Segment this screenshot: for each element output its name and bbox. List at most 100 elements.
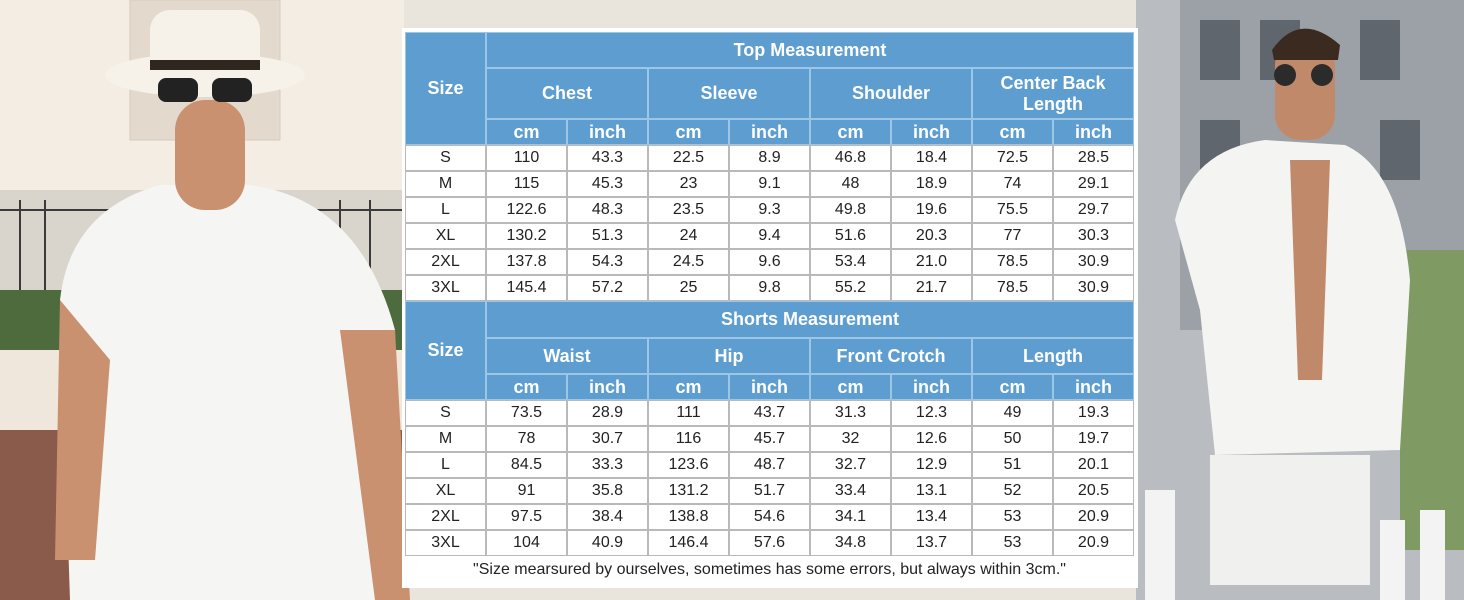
value-cell: 50	[972, 426, 1053, 452]
value-cell: 23.5	[648, 197, 729, 223]
value-cell: 45.7	[729, 426, 810, 452]
value-cell: 122.6	[486, 197, 567, 223]
value-cell: 24.5	[648, 249, 729, 275]
value-cell: 43.7	[729, 400, 810, 426]
column-header: Front Crotch	[810, 338, 972, 374]
value-cell: 131.2	[648, 478, 729, 504]
size-cell: 3XL	[405, 275, 486, 301]
value-cell: 138.8	[648, 504, 729, 530]
value-cell: 54.3	[567, 249, 648, 275]
value-cell: 51.7	[729, 478, 810, 504]
value-cell: 52	[972, 478, 1053, 504]
value-cell: 48.7	[729, 452, 810, 478]
value-cell: 145.4	[486, 275, 567, 301]
value-cell: 84.5	[486, 452, 567, 478]
unit-header: cm	[648, 119, 729, 145]
size-cell: S	[405, 145, 486, 171]
value-cell: 34.8	[810, 530, 891, 556]
size-cell: L	[405, 452, 486, 478]
unit-header: inch	[891, 119, 972, 145]
unit-header: cm	[810, 374, 891, 400]
value-cell: 19.7	[1053, 426, 1134, 452]
value-cell: 45.3	[567, 171, 648, 197]
unit-header: inch	[1053, 374, 1134, 400]
value-cell: 146.4	[648, 530, 729, 556]
unit-header: inch	[729, 119, 810, 145]
value-cell: 28.5	[1053, 145, 1134, 171]
value-cell: 73.5	[486, 400, 567, 426]
value-cell: 13.1	[891, 478, 972, 504]
value-cell: 19.3	[1053, 400, 1134, 426]
value-cell: 78.5	[972, 249, 1053, 275]
size-header: Size	[405, 32, 486, 145]
size-cell: 2XL	[405, 504, 486, 530]
value-cell: 9.3	[729, 197, 810, 223]
value-cell: 104	[486, 530, 567, 556]
value-cell: 78.5	[972, 275, 1053, 301]
size-cell: M	[405, 426, 486, 452]
column-header: Shoulder	[810, 68, 972, 119]
unit-header: inch	[567, 374, 648, 400]
unit-header: inch	[729, 374, 810, 400]
value-cell: 9.8	[729, 275, 810, 301]
value-cell: 110	[486, 145, 567, 171]
value-cell: 57.6	[729, 530, 810, 556]
unit-header: cm	[972, 119, 1053, 145]
value-cell: 12.3	[891, 400, 972, 426]
size-cell: 2XL	[405, 249, 486, 275]
table-title: Top Measurement	[486, 32, 1134, 68]
value-cell: 115	[486, 171, 567, 197]
unit-header: inch	[1053, 119, 1134, 145]
value-cell: 30.9	[1053, 275, 1134, 301]
value-cell: 49.8	[810, 197, 891, 223]
value-cell: 51	[972, 452, 1053, 478]
value-cell: 74	[972, 171, 1053, 197]
value-cell: 33.3	[567, 452, 648, 478]
value-cell: 53	[972, 504, 1053, 530]
unit-header: inch	[567, 119, 648, 145]
size-cell: S	[405, 400, 486, 426]
value-cell: 21.0	[891, 249, 972, 275]
size-cell: XL	[405, 478, 486, 504]
value-cell: 23	[648, 171, 729, 197]
value-cell: 30.7	[567, 426, 648, 452]
value-cell: 30.9	[1053, 249, 1134, 275]
size-cell: XL	[405, 223, 486, 249]
unit-header: cm	[972, 374, 1053, 400]
value-cell: 31.3	[810, 400, 891, 426]
value-cell: 18.4	[891, 145, 972, 171]
value-cell: 46.8	[810, 145, 891, 171]
column-header: Waist	[486, 338, 648, 374]
value-cell: 29.7	[1053, 197, 1134, 223]
value-cell: 13.7	[891, 530, 972, 556]
table-title: Shorts Measurement	[486, 301, 1134, 338]
value-cell: 12.9	[891, 452, 972, 478]
column-header: Center Back Length	[972, 68, 1134, 119]
value-cell: 38.4	[567, 504, 648, 530]
value-cell: 78	[486, 426, 567, 452]
value-cell: 77	[972, 223, 1053, 249]
value-cell: 51.3	[567, 223, 648, 249]
size-cell: 3XL	[405, 530, 486, 556]
value-cell: 57.2	[567, 275, 648, 301]
value-cell: 20.9	[1053, 530, 1134, 556]
value-cell: 29.1	[1053, 171, 1134, 197]
size-header: Size	[405, 301, 486, 400]
value-cell: 53.4	[810, 249, 891, 275]
value-cell: 40.9	[567, 530, 648, 556]
column-header: Sleeve	[648, 68, 810, 119]
value-cell: 20.3	[891, 223, 972, 249]
value-cell: 8.9	[729, 145, 810, 171]
size-cell: L	[405, 197, 486, 223]
value-cell: 51.6	[810, 223, 891, 249]
value-cell: 43.3	[567, 145, 648, 171]
value-cell: 33.4	[810, 478, 891, 504]
value-cell: 137.8	[486, 249, 567, 275]
column-header: Length	[972, 338, 1134, 374]
note: "Size mearsured by ourselves, sometimes …	[405, 556, 1134, 585]
value-cell: 19.6	[891, 197, 972, 223]
value-cell: 13.4	[891, 504, 972, 530]
value-cell: 91	[486, 478, 567, 504]
value-cell: 25	[648, 275, 729, 301]
